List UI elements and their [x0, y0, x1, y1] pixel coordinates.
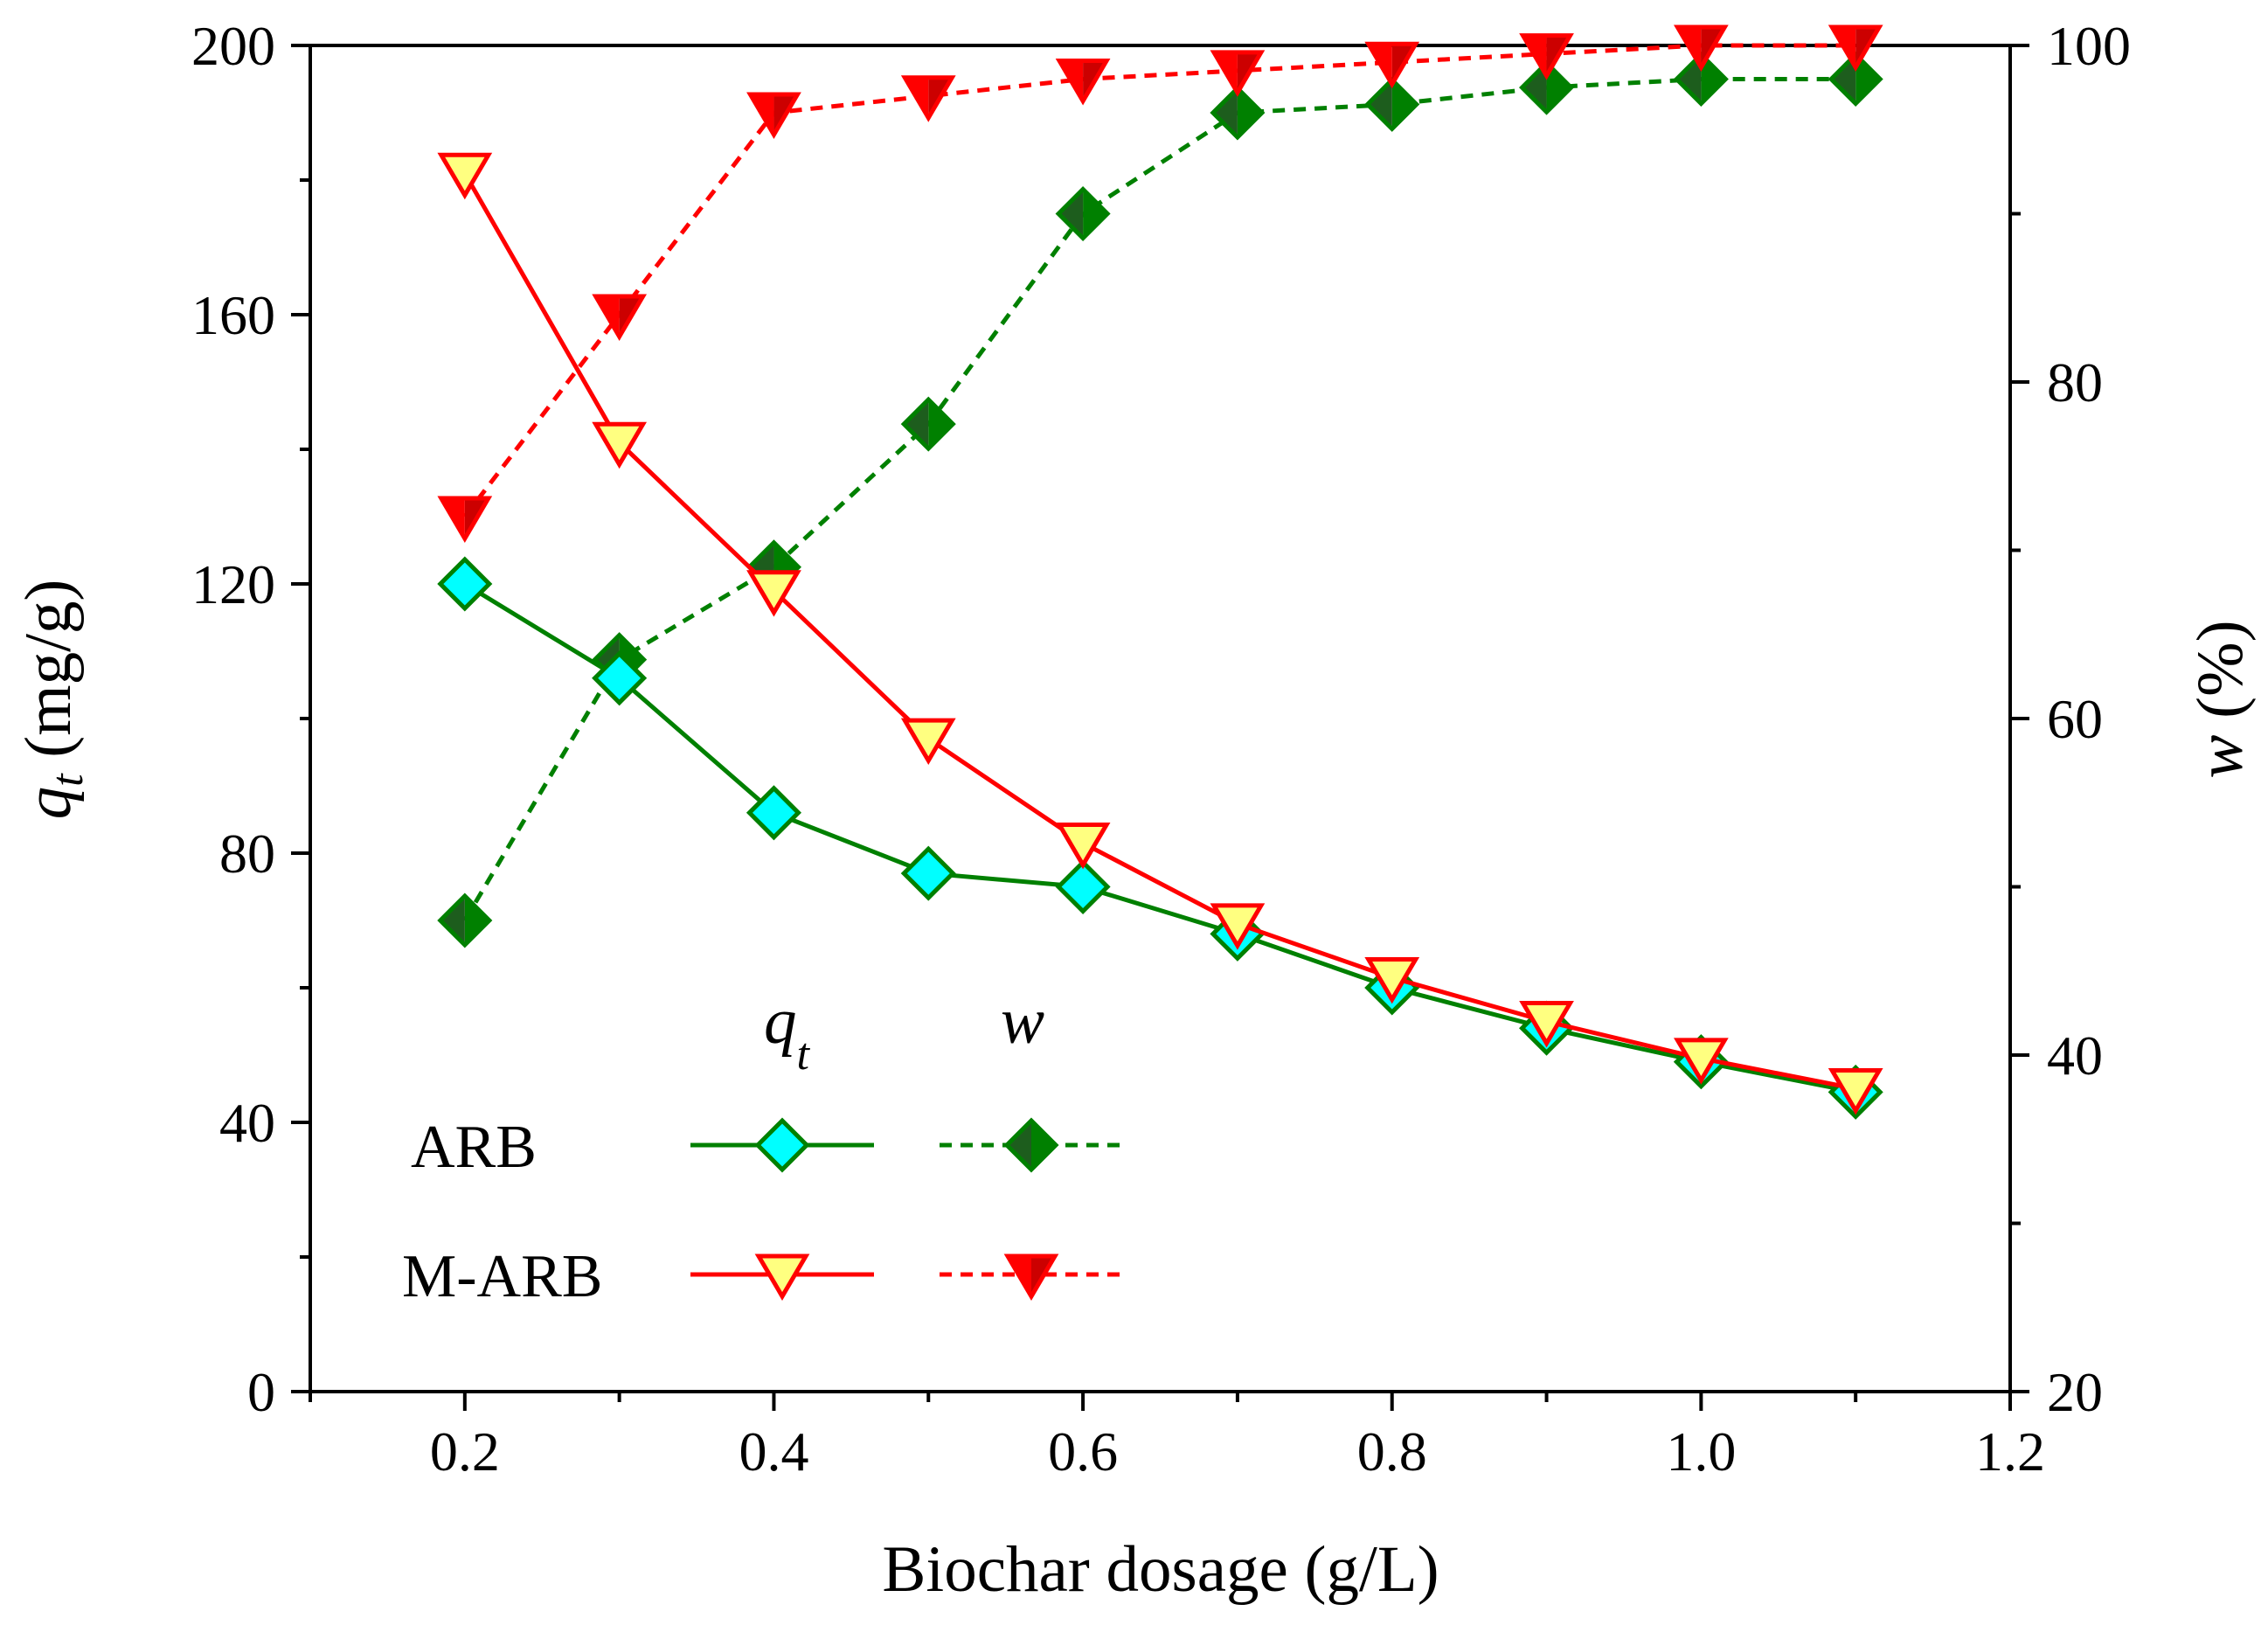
y-left-tick-label: 40 — [219, 1092, 275, 1154]
y-axis-label-right: w (%) — [2184, 620, 2257, 778]
y-right-tick-label: 60 — [2047, 688, 2103, 750]
data-point — [1828, 51, 1883, 108]
data-point — [1210, 50, 1266, 97]
data-point — [1055, 858, 1111, 915]
legend-marker — [1003, 1117, 1059, 1173]
y-right-unit: (%) — [2184, 620, 2257, 734]
data-point — [592, 421, 648, 469]
data-point — [1055, 822, 1111, 870]
data-point — [1055, 59, 1111, 106]
data-point — [1210, 85, 1266, 141]
y-right-tick-label: 80 — [2047, 351, 2103, 413]
legend: qt w ARB M-ARB — [402, 985, 1123, 1310]
data-point — [437, 556, 493, 612]
x-axis-label: Biochar dosage (g/L) — [882, 1533, 1439, 1606]
data-point — [900, 718, 956, 766]
data-point — [1055, 185, 1111, 242]
x-tick-label: 0.4 — [739, 1420, 808, 1483]
data-point — [1519, 59, 1575, 115]
legend-marker — [754, 1117, 810, 1173]
y-right-symbol: w — [2184, 735, 2257, 779]
tick-marks — [291, 44, 2029, 1411]
data-point — [1364, 956, 1420, 1004]
data-point — [900, 396, 956, 452]
y-left-unit: (mg/g) — [12, 580, 85, 774]
data-point — [900, 75, 956, 122]
data-point — [1673, 1038, 1729, 1085]
x-tick-label: 0.8 — [1357, 1420, 1427, 1483]
data-point — [746, 785, 801, 841]
y-left-tick-label: 200 — [191, 15, 275, 77]
legend-column-header: qt — [764, 985, 811, 1080]
y-right-tick-label: 100 — [2047, 15, 2131, 77]
data-point — [1364, 76, 1420, 132]
data-point — [1673, 24, 1729, 72]
x-tick-label: 1.2 — [1975, 1420, 2045, 1483]
series-line — [463, 581, 1856, 1094]
series-line — [462, 77, 1856, 922]
y-axis-label-left: qt (mg/g) — [12, 580, 93, 820]
y-left-symbol: q — [12, 787, 85, 820]
y-right-tick-label: 20 — [2047, 1361, 2103, 1423]
y-left-tick-label: 160 — [191, 284, 275, 346]
x-tick-label: 0.6 — [1048, 1420, 1118, 1483]
data-point — [1210, 903, 1266, 950]
x-tick-label: 0.2 — [430, 1420, 500, 1483]
series-line — [462, 172, 1856, 1091]
data-point — [746, 570, 801, 617]
y-left-tick-label: 0 — [247, 1361, 275, 1423]
series-m-arb-w — [437, 24, 1883, 543]
data-point — [437, 496, 493, 543]
legend-row-label: ARB — [411, 1114, 537, 1181]
legend-column-header: w — [1001, 985, 1044, 1058]
legend-marker — [1003, 1253, 1059, 1301]
x-tick-label: 1.0 — [1666, 1420, 1736, 1483]
series-m-arb-qt — [437, 152, 1883, 1115]
data-point — [746, 92, 801, 139]
data-point — [1673, 51, 1729, 108]
legend-marker — [754, 1253, 810, 1301]
y-left-tick-label: 120 — [191, 553, 275, 615]
series-line — [462, 43, 1856, 518]
data-point — [900, 845, 956, 901]
data-point — [1364, 41, 1420, 89]
y-right-tick-label: 40 — [2047, 1024, 2103, 1087]
series-arb-w — [437, 51, 1883, 948]
axes-frame — [309, 44, 2012, 1393]
legend-row-label: M-ARB — [402, 1243, 602, 1310]
series-arb-qt — [437, 556, 1883, 1120]
y-left-subscript: t — [43, 773, 93, 787]
data-point — [592, 650, 648, 706]
plot-frame — [309, 44, 2012, 1393]
data-point — [592, 294, 648, 341]
data-point — [1828, 24, 1883, 72]
y-left-tick-label: 80 — [219, 823, 275, 885]
data-point — [1519, 1001, 1574, 1048]
data-point — [1519, 33, 1574, 80]
tick-labels: 0.2 0.4 0.6 0.8 1.0 1.2 0 40 80 120 160 200 20 40 60 80… — [191, 15, 2131, 1483]
data-point — [437, 152, 493, 200]
data-point — [1828, 1068, 1883, 1115]
data-point — [437, 892, 493, 948]
plot-series — [437, 24, 1883, 1120]
